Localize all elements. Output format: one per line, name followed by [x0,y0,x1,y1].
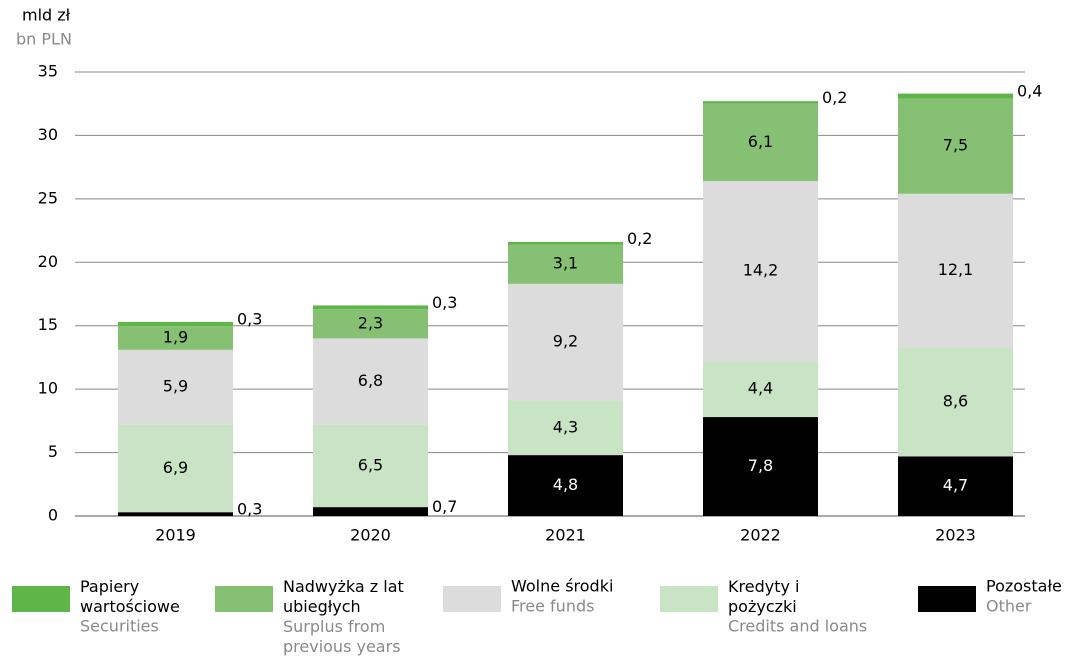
bar-segment [313,309,428,339]
y-tick-label: 0 [48,506,58,525]
bar-segment [118,512,233,516]
value-label: 1,9 [163,327,188,346]
legend-label-line: Kredyty i [728,577,799,596]
legend-label-en-line: Surplus from [283,617,385,636]
value-label: 4,3 [553,417,578,436]
bar-segment [313,338,428,425]
legend-label: Kredyty i pożyczki [728,577,799,616]
bar-segment [508,283,623,401]
bar-segment [703,417,818,516]
legend-label-line: Nadwyżka z lat [283,577,404,596]
legend-label-en: Free funds [511,597,594,616]
legend-swatch [12,586,70,612]
bar-segment [508,241,623,245]
legend-swatch [660,586,718,612]
bar-segment [313,305,428,310]
value-label: 3,1 [553,254,578,273]
value-label: 0,3 [432,293,457,312]
x-tick-label: 2023 [935,526,976,545]
bar-segment [118,321,233,326]
value-label: 9,2 [553,332,578,351]
bar-segment [898,193,1013,348]
y-tick-label: 5 [48,442,58,461]
y-tick-label: 35 [38,62,58,81]
legend-label-en: Other [986,597,1032,616]
value-label: 4,8 [553,475,578,494]
value-label: 6,9 [163,458,188,477]
legend-label: Pozostałe [986,577,1062,596]
value-label: 6,8 [358,371,383,390]
value-label: 0,4 [1017,82,1042,101]
bar-segment [898,347,1013,457]
value-label: 0,2 [822,88,847,107]
bar-segment [118,349,233,425]
bar-segment [703,181,818,362]
legend-swatch [443,586,501,612]
legend-label-line: ubiegłych [283,597,361,616]
y-tick-label: 10 [38,379,58,398]
x-tick-label: 2019 [155,526,196,545]
value-label: 2,3 [358,313,383,332]
y-axis-label: mld zł [22,6,71,25]
value-label: 7,8 [748,456,773,475]
bar-segment [703,101,818,104]
x-tick-label: 2020 [350,526,391,545]
y-tick-label: 20 [38,252,58,271]
legend-label-line: pożyczki [728,597,797,616]
legend-swatch [215,586,273,612]
value-label: 12,1 [938,260,974,279]
bar-segment [508,244,623,284]
x-tick-label: 2022 [740,526,781,545]
bar-segment [508,400,623,456]
bar-segment [118,325,233,350]
value-label: 6,5 [358,455,383,474]
legend-swatch [918,586,976,612]
value-label: 0,7 [432,497,457,516]
bar-segment [898,98,1013,194]
legend-label-line: wartościowe [80,597,180,616]
value-label: 4,4 [748,379,773,398]
value-label: 6,1 [748,132,773,151]
value-label: 14,2 [743,261,779,280]
legend-label: Wolne środki [511,577,613,596]
legend-label-en: Credits and loans [728,617,867,636]
legend-label-en: Surplus from previous years [283,617,401,656]
legend-label-en: Securities [80,617,159,636]
bar-segment [703,361,818,418]
y-tick-label: 15 [38,315,58,334]
value-label: 5,9 [163,377,188,396]
legend-label: Nadwyżka z lat ubiegłych [283,577,404,616]
bar-segment [898,456,1013,516]
legend-label-en-line: previous years [283,637,401,656]
legend-label-line: Papiery [80,577,139,596]
value-label: 4,7 [943,476,968,495]
x-tick-label: 2021 [545,526,586,545]
bar-segment [703,103,818,182]
y-tick-label: 30 [38,125,58,144]
y-tick-label: 25 [38,188,58,207]
value-label: 0,3 [237,500,262,519]
bar-segment [118,424,233,513]
legend-label: Papiery wartościowe [80,577,180,616]
bar-segment [898,93,1013,99]
value-label: 0,3 [237,309,262,328]
bar-segment [313,424,428,508]
value-label: 7,5 [943,136,968,155]
value-label: 8,6 [943,391,968,410]
y-axis-label-en: bn PLN [16,30,72,49]
value-label: 0,2 [627,229,652,248]
bar-segment [313,507,428,516]
bar-segment [508,455,623,516]
